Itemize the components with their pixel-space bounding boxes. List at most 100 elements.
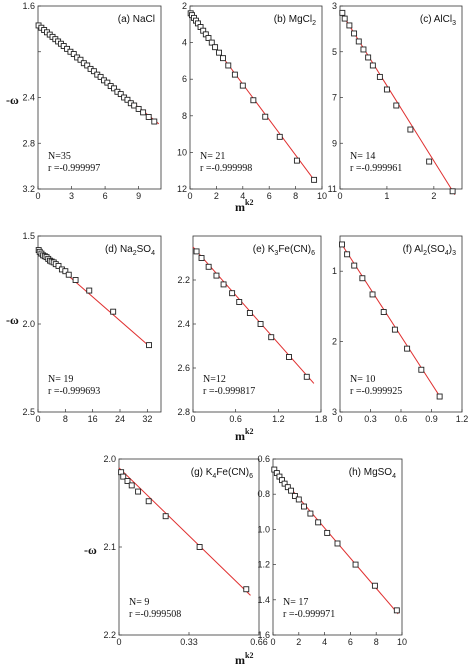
panel-h: 0.6 0.8 1.0 1.2 1.4 1.60 2 4 6 8 10 (h) MgSO4 N= 17r… bbox=[257, 454, 407, 647]
data-point bbox=[86, 287, 93, 294]
data-point bbox=[311, 176, 318, 183]
y-tick-label: 2.1 bbox=[103, 542, 116, 552]
y-tick-label: 1.2 bbox=[257, 560, 270, 570]
data-point bbox=[110, 308, 117, 315]
panel-d: 1.5 2.0 2.50 8 16 24 32 (d) Na2SO4 N= 19r =-0.99… bbox=[22, 231, 162, 424]
panel-label: (h) MgSO4 bbox=[349, 467, 396, 480]
n-statistic: N= 9 bbox=[129, 597, 149, 608]
panel-label: (e) K3Fe(CN)6 bbox=[253, 244, 315, 257]
data-point bbox=[140, 109, 147, 116]
x-tick-label: 4 bbox=[240, 191, 245, 201]
data-point bbox=[369, 62, 376, 69]
y-axis-label-row1: -ω bbox=[6, 93, 19, 107]
data-point bbox=[128, 482, 135, 489]
y-tick-label: 2.8 bbox=[22, 138, 35, 148]
data-point bbox=[426, 158, 433, 165]
r-statistic: r =-0.999817 bbox=[203, 386, 255, 397]
x-tick-label: 4 bbox=[322, 637, 327, 647]
data-point bbox=[315, 519, 322, 526]
x-axis-label-row2: mk2 bbox=[235, 427, 253, 443]
x-tick-label: 1.8 bbox=[315, 414, 328, 424]
data-point bbox=[135, 488, 142, 495]
data-point bbox=[131, 102, 138, 109]
x-tick-label: 0 bbox=[35, 191, 40, 201]
data-point bbox=[339, 241, 345, 248]
y-tick-label: 3 bbox=[332, 1, 337, 11]
panel-label: (c) AlCl3 bbox=[420, 14, 456, 27]
data-point bbox=[55, 262, 62, 269]
data-point bbox=[213, 272, 220, 279]
n-statistic: N= 21 bbox=[200, 151, 225, 162]
x-tick-label: 0.33 bbox=[180, 637, 198, 647]
y-tick-label: 8 bbox=[182, 111, 187, 121]
y-tick-label: 1.4 bbox=[257, 595, 270, 605]
y-tick-label: 3 bbox=[332, 407, 337, 417]
y-tick-label: 3.2 bbox=[22, 184, 35, 194]
data-point bbox=[72, 277, 79, 283]
data-point bbox=[334, 540, 341, 547]
panel-f: 1 2 30 0.3 0.6 0.9 1.2 (f) Al2(SO4)3 N= 10r =-0.… bbox=[332, 235, 468, 424]
data-point bbox=[225, 62, 232, 69]
data-point bbox=[111, 85, 117, 92]
data-point bbox=[135, 105, 142, 112]
n-statistic: N=35 bbox=[48, 151, 71, 162]
x-tick-label: 0 bbox=[337, 191, 342, 201]
data-point bbox=[162, 513, 169, 520]
x-tick-label: 0.6 bbox=[229, 414, 242, 424]
data-point bbox=[383, 86, 390, 93]
plot-frame bbox=[37, 5, 162, 190]
data-point bbox=[257, 321, 264, 327]
y-tick-label: 2.0 bbox=[22, 319, 35, 329]
data-point bbox=[239, 82, 246, 89]
y-tick-label: 7 bbox=[332, 93, 337, 103]
data-point bbox=[229, 290, 236, 297]
y-tick-label: 5 bbox=[332, 47, 337, 57]
data-point bbox=[351, 262, 358, 269]
panel-b: 2 4 6 8 10 120 2 4 6 8 10 (b) MgCl2 N= 21r =-0.99999… bbox=[177, 1, 327, 201]
data-point bbox=[208, 39, 215, 46]
data-point bbox=[243, 586, 250, 593]
r-statistic: r =-0.999693 bbox=[48, 386, 100, 397]
data-point bbox=[216, 49, 222, 56]
data-point bbox=[124, 478, 131, 484]
data-point bbox=[236, 299, 243, 305]
x-tick-label: 3 bbox=[69, 191, 74, 201]
data-point bbox=[145, 498, 152, 505]
y-tick-label: 11 bbox=[328, 184, 337, 194]
data-point bbox=[104, 79, 111, 86]
n-statistic: N= 10 bbox=[350, 374, 375, 385]
y-tick-label: 1.5 bbox=[22, 231, 35, 241]
plot-frame bbox=[118, 458, 260, 636]
data-point bbox=[220, 281, 227, 288]
data-point bbox=[404, 345, 411, 352]
data-point bbox=[120, 473, 127, 480]
data-point bbox=[352, 561, 359, 568]
data-point bbox=[418, 366, 425, 373]
x-tick-label: 0.9 bbox=[425, 414, 438, 424]
plot-frame bbox=[192, 235, 322, 413]
data-point bbox=[355, 38, 362, 45]
x-tick-label: 6 bbox=[267, 191, 272, 201]
x-tick-label: 2 bbox=[214, 191, 219, 201]
x-axis-label-row3: mk2 bbox=[235, 651, 253, 667]
x-tick-label: 1 bbox=[384, 191, 389, 201]
data-point bbox=[284, 484, 291, 491]
data-point bbox=[62, 268, 69, 275]
y-tick-label: 0.6 bbox=[257, 454, 270, 464]
x-tick-label: 2 bbox=[431, 191, 436, 201]
y-tick-label: 0.8 bbox=[257, 489, 270, 499]
r-statistic: r =-0.999508 bbox=[129, 609, 181, 620]
x-tick-label: 16 bbox=[88, 414, 98, 424]
data-point bbox=[301, 503, 307, 510]
data-point bbox=[262, 113, 269, 120]
y-tick-label: 1.0 bbox=[257, 524, 270, 534]
y-tick-label: 2 bbox=[332, 337, 337, 347]
y-tick-label: 2.4 bbox=[177, 319, 190, 329]
data-point bbox=[293, 157, 300, 164]
data-point bbox=[351, 30, 358, 37]
data-point bbox=[436, 393, 443, 400]
data-point bbox=[151, 118, 158, 125]
data-point bbox=[220, 55, 226, 62]
data-point bbox=[295, 496, 302, 503]
